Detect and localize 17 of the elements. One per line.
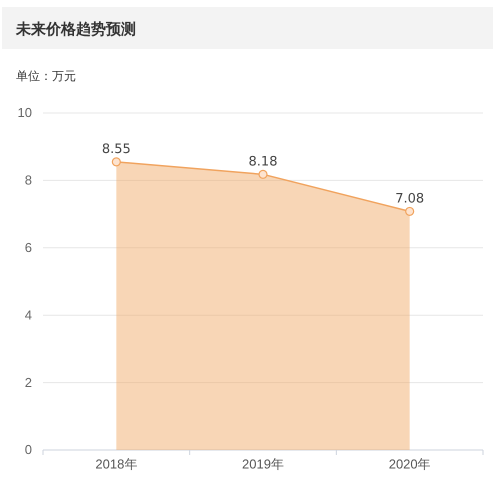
point [258,170,268,179]
chart-title: 未来价格趋势预测 [15,20,136,38]
chart-subtitle: 单位：万元 [16,69,76,83]
y-tick-label: 0 [24,442,32,458]
point [405,206,414,216]
data-label: 8.55 [102,142,131,157]
y-tick-label: 2 [24,374,32,390]
y-tick-label: 6 [24,240,32,255]
y-tick-label: 4 [24,307,32,322]
point [112,157,121,166]
data-label: 7.08 [395,191,424,206]
y-tick-label: 10 [18,105,32,120]
data-label: 8.18 [248,154,278,170]
x-tick-label: 2020年 [388,456,431,472]
y-tick-label: 8 [24,172,32,188]
x-tick-label: 2019年 [242,456,284,472]
x-tick-label: 2018年 [95,456,138,472]
